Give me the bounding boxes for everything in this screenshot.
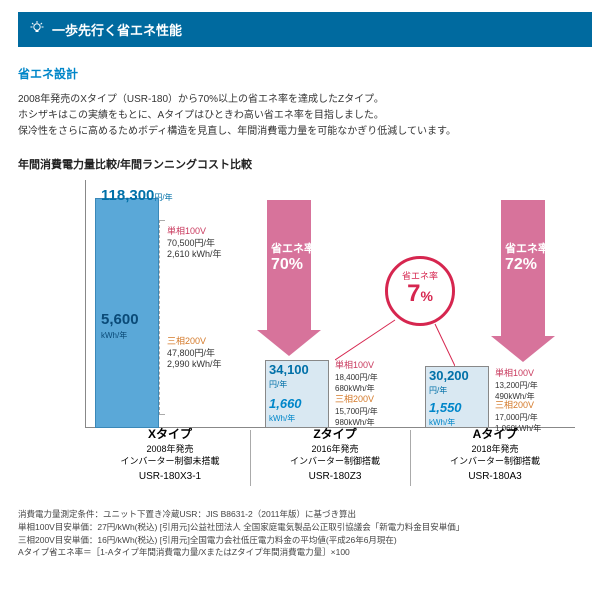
bulb-icon xyxy=(30,21,44,38)
bar-z-alt200: 三相200V 15,700円/年 980kWh/年 xyxy=(335,394,378,429)
footnote-line: 単相100V目安単価：27円/kWh(税込) [引用元]公益社団法人 全国家庭電… xyxy=(18,521,592,534)
y-axis xyxy=(85,180,86,428)
intro-line: 保冷性をさらに高めるためボディ構造を見直し、年間消費電力量を可能なかぎり低減して… xyxy=(18,124,592,140)
bar-z-kwh: 1,660kWh/年 xyxy=(269,396,302,425)
banner-title: 一歩先行く省エネ性能 xyxy=(52,20,182,39)
arrow-a: 省エネ率72% xyxy=(501,200,555,362)
intro-line: ホシザキはこの実績をもとに、Aタイプはひときわ高い省エネ率を目指しました。 xyxy=(18,108,592,124)
bar-x-cost: 118,300円/年 xyxy=(101,186,173,206)
banner: 一歩先行く省エネ性能 xyxy=(18,12,592,47)
intro-line: 2008年発売のXタイプ（USR-180）から70%以上の省エネ率を達成したZタ… xyxy=(18,92,592,108)
footnotes: 消費電力量測定条件：ユニット下置き冷蔵USR：JIS B8631-2（2011年… xyxy=(18,508,592,559)
footnote-line: 消費電力量測定条件：ユニット下置き冷蔵USR：JIS B8631-2（2011年… xyxy=(18,508,592,521)
bar-a-kwh: 1,550kWh/年 xyxy=(429,400,462,429)
arrow-z: 省エネ率70% xyxy=(267,200,321,356)
bar-x-alt200: 三相200V 47,800円/年 2,990 kWh/年 xyxy=(167,336,222,371)
bar-x-kwh: 5,600kWh/年 xyxy=(101,310,139,341)
chart-title: 年間消費電力量比較/年間ランニングコスト比較 xyxy=(18,156,592,172)
footnote-line: 三相200V目安単価：16円/kWh(税込) [引用元]全国電力会社低圧電力料金… xyxy=(18,534,592,547)
bracket-x xyxy=(159,220,165,415)
bar-a-alt100: 単相100V 13,200円/年 490kWh/年 xyxy=(495,368,538,403)
bar-x-alt100: 単相100V 70,500円/年 2,610 kWh/年 xyxy=(167,226,222,261)
intro-text: 2008年発売のXタイプ（USR-180）から70%以上の省エネ率を達成したZタ… xyxy=(18,92,592,140)
subhead: 省エネ設計 xyxy=(18,65,592,82)
footnote-line: Aタイプ省エネ率＝［1-Aタイプ年間消費電力量/XまたはZタイプ年間消費電力量］… xyxy=(18,546,592,559)
bar-z-cost: 34,100円/年 xyxy=(269,362,309,391)
bar-a-cost: 30,200円/年 xyxy=(429,368,469,397)
x-axis-labels: Xタイプ 2008年発売 インバーター制御未搭載 USR-180X3-1 Zタイ… xyxy=(85,426,575,484)
callout-lines xyxy=(335,310,455,370)
comparison-chart: 118,300円/年 5,600kWh/年 単相100V 70,500円/年 2… xyxy=(35,180,575,460)
